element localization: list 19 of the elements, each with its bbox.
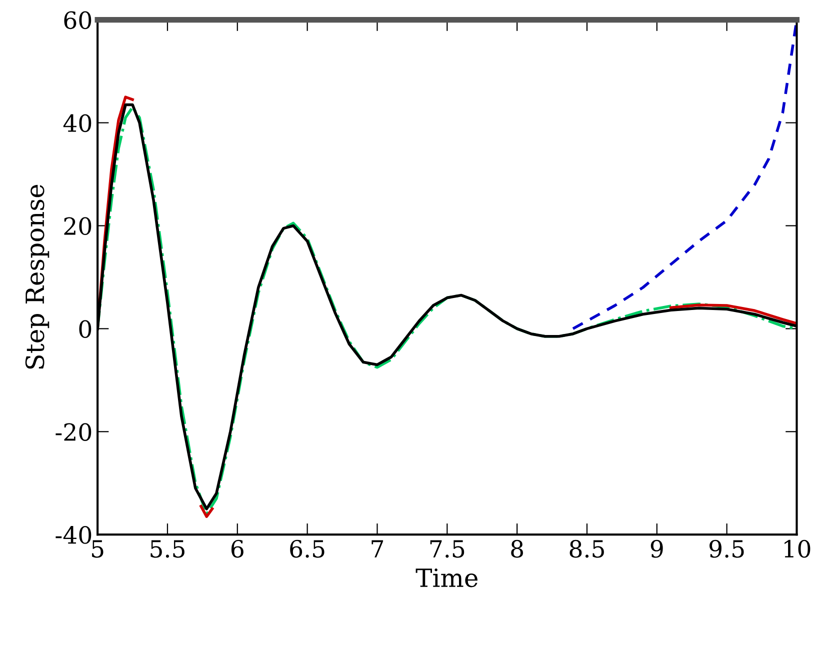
x-tick-label: 9.5 xyxy=(710,540,744,558)
y-tick-label: -40 xyxy=(56,526,92,544)
x-tick-label: 6.5 xyxy=(290,540,324,558)
x-tick-label: 8.5 xyxy=(570,540,604,558)
x-tick-label: 5.5 xyxy=(150,540,184,558)
x-tick-label: 10 xyxy=(784,540,810,558)
y-tick-label: -20 xyxy=(56,423,92,441)
x-axis-title: Time xyxy=(416,568,478,588)
x-tick-label: 7.5 xyxy=(430,540,464,558)
y-tick-label: 20 xyxy=(64,217,92,236)
y-axis-title: Step Response xyxy=(25,184,50,369)
x-tick-label: 5 xyxy=(92,540,104,558)
y-tick-label: 60 xyxy=(64,11,92,30)
y-tick-label: 40 xyxy=(63,114,92,132)
x-tick-label: 9 xyxy=(650,540,663,558)
y-tick-label: 0 xyxy=(79,320,92,338)
x-tick-label: 8 xyxy=(511,540,523,558)
x-tick-label: 7 xyxy=(372,540,384,558)
x-tick-label: 6 xyxy=(231,540,244,558)
